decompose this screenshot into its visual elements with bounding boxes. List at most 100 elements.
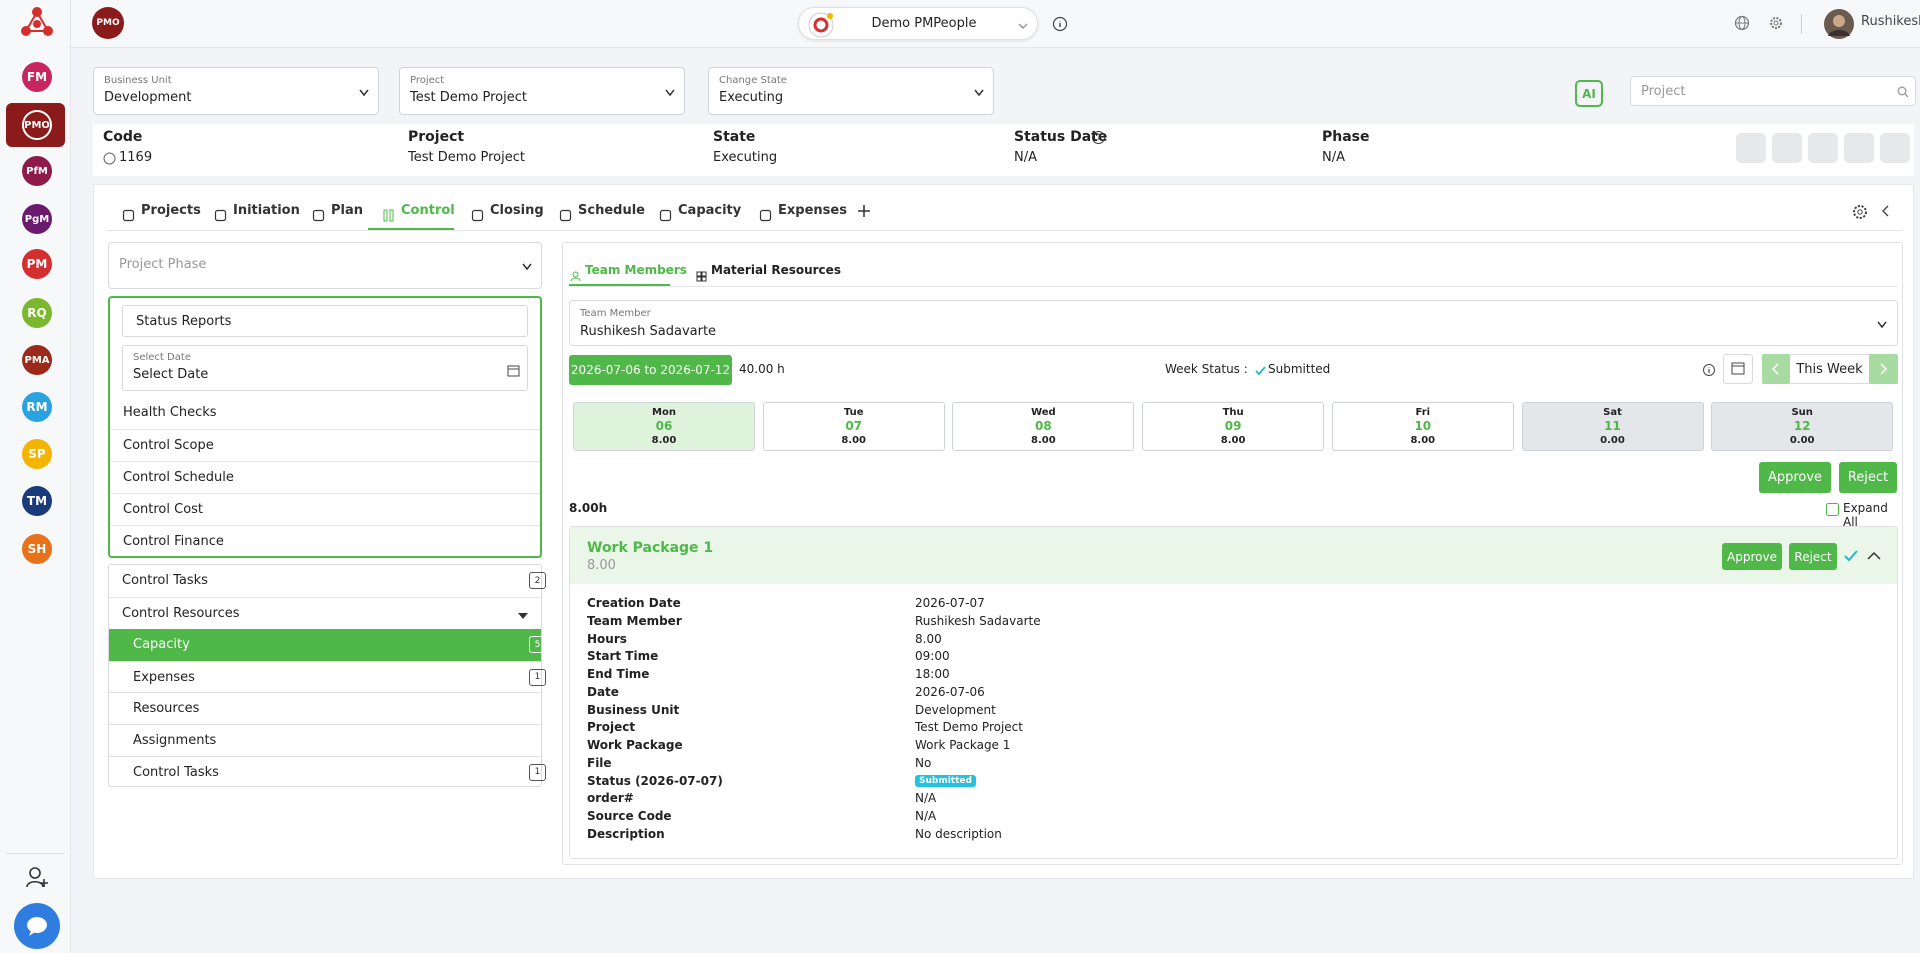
- tab[interactable]: Projects: [122, 196, 201, 226]
- app-avatar[interactable]: RQ: [22, 298, 52, 328]
- control-tasks[interactable]: Control Tasks: [122, 573, 208, 588]
- field-value: Test Demo Project: [915, 720, 1023, 735]
- app-avatar[interactable]: FM: [22, 62, 52, 92]
- icon-shape: [858, 205, 870, 217]
- tab[interactable]: Schedule: [559, 196, 645, 226]
- member-select[interactable]: Team Member Rushikesh Sadavarte: [569, 300, 1898, 346]
- app-avatar[interactable]: SH: [22, 534, 52, 564]
- info-icon[interactable]: [1052, 16, 1068, 32]
- action-button[interactable]: [1880, 133, 1910, 163]
- next-week[interactable]: [1869, 354, 1898, 384]
- reject-button[interactable]: Reject: [1839, 462, 1897, 493]
- day-card[interactable]: Fri 10 8.00: [1331, 402, 1514, 451]
- week-range[interactable]: 2026-07-06 to 2026-07-12: [569, 355, 732, 385]
- tab[interactable]: Closing: [471, 196, 544, 226]
- filter-select[interactable]: Change State Executing: [708, 67, 994, 115]
- add-tab[interactable]: [857, 204, 871, 218]
- add-user-icon[interactable]: [25, 865, 49, 889]
- app-avatar[interactable]: PfM: [22, 156, 52, 186]
- icon-shape: [1723, 354, 1753, 384]
- work-package-name[interactable]: Work Package 1: [587, 540, 714, 556]
- resource-item[interactable]: Control Tasks 1: [109, 755, 546, 788]
- field-value: 09:00: [915, 649, 950, 664]
- sidebar-divider: [6, 853, 65, 854]
- prev-week[interactable]: [1762, 354, 1790, 384]
- day-hours: 0.00: [1600, 435, 1625, 446]
- report-item[interactable]: Health Checks: [123, 405, 217, 420]
- user-name[interactable]: Rushikesh: [1861, 14, 1920, 29]
- icon-shape: [214, 209, 227, 222]
- app-avatar[interactable]: PMA: [22, 345, 52, 375]
- tab[interactable]: Control: [382, 196, 455, 226]
- icon-shape: [808, 12, 834, 38]
- workspace-selector[interactable]: Demo PMPeople: [798, 7, 1038, 40]
- day-card[interactable]: Tue 07 8.00: [762, 402, 945, 451]
- ai-button[interactable]: AI: [1575, 80, 1603, 107]
- day-card[interactable]: Sun 12 0.00: [1711, 402, 1894, 451]
- wp-reject-button[interactable]: Reject: [1789, 543, 1837, 570]
- report-item[interactable]: Control Scope: [110, 429, 540, 461]
- workspace-badge[interactable]: PMO: [92, 7, 124, 39]
- day-card[interactable]: Sat 11 0.00: [1521, 402, 1704, 451]
- app-avatar[interactable]: SP: [22, 439, 52, 469]
- tab[interactable]: Plan: [312, 196, 363, 226]
- app-avatar[interactable]: PMO: [22, 110, 52, 140]
- sidebar: FM PMO PfM PgM PM RQ PMA RM SP TM SH: [0, 0, 71, 953]
- wp-collapse[interactable]: [1867, 550, 1881, 560]
- tab[interactable]: Initiation: [214, 196, 300, 226]
- field-value: Development: [915, 702, 996, 717]
- day-card[interactable]: Mon 06 8.00: [573, 402, 755, 451]
- icon-shape: [665, 89, 675, 97]
- icon-shape: [1857, 209, 1863, 215]
- workspace-name: Demo PMPeople: [871, 16, 977, 31]
- globe-icon[interactable]: [1734, 15, 1750, 31]
- tab[interactable]: Expenses: [759, 196, 847, 226]
- tab[interactable]: Capacity: [659, 196, 741, 226]
- collapse[interactable]: [1881, 205, 1891, 217]
- report-item[interactable]: Control Schedule: [110, 461, 540, 493]
- day-card[interactable]: Wed 08 8.00: [952, 402, 1135, 451]
- day-card[interactable]: Thu 09 8.00: [1142, 402, 1325, 451]
- search-box[interactable]: Project: [1630, 76, 1916, 106]
- radio: [103, 152, 116, 165]
- action-button[interactable]: [1736, 133, 1766, 163]
- this-week[interactable]: This Week: [1789, 354, 1870, 384]
- expand-checkbox[interactable]: [1826, 503, 1839, 516]
- filter-select[interactable]: Business Unit Development: [93, 67, 379, 115]
- icon-shape: [808, 12, 834, 38]
- report-item[interactable]: Control Cost: [110, 493, 540, 525]
- expand-all[interactable]: Expand All: [1843, 501, 1888, 529]
- card-settings[interactable]: [1851, 203, 1869, 221]
- subtab[interactable]: Material Resources: [696, 257, 841, 283]
- action-button[interactable]: [1772, 133, 1802, 163]
- icon-shape: [1734, 15, 1750, 31]
- approve-button[interactable]: Approve: [1759, 462, 1831, 493]
- report-item[interactable]: Control Finance: [110, 525, 540, 557]
- date-input[interactable]: Select Date Select Date: [122, 345, 528, 391]
- chat-button[interactable]: [14, 903, 60, 949]
- logo: [20, 5, 54, 39]
- wp-approve-button[interactable]: Approve: [1722, 543, 1782, 570]
- week-calendar[interactable]: [1723, 354, 1753, 384]
- app-avatar[interactable]: PgM: [22, 204, 52, 234]
- action-button[interactable]: [1844, 133, 1874, 163]
- action-button[interactable]: [1808, 133, 1838, 163]
- resource-label: Capacity: [133, 637, 190, 652]
- icon-shape: [389, 209, 394, 222]
- resource-item[interactable]: Expenses 1: [109, 660, 546, 693]
- control-resources[interactable]: Control Resources: [122, 606, 240, 621]
- resource-item[interactable]: Resources: [109, 692, 541, 724]
- settings-icon[interactable]: [1768, 15, 1784, 31]
- phase-select[interactable]: Project Phase: [108, 242, 542, 289]
- subtab[interactable]: Team Members: [570, 257, 687, 283]
- user-avatar[interactable]: [1824, 9, 1854, 39]
- app-avatar[interactable]: RM: [22, 392, 52, 422]
- resource-item[interactable]: Capacity 5: [109, 629, 546, 661]
- icon-shape: [1867, 551, 1881, 560]
- app-avatar[interactable]: PM: [22, 249, 52, 279]
- app-avatar[interactable]: TM: [22, 486, 52, 516]
- count-badge: 1: [529, 668, 546, 686]
- filter-select[interactable]: Project Test Demo Project: [399, 67, 685, 115]
- status-reports-input[interactable]: Status Reports: [122, 305, 528, 337]
- resource-item[interactable]: Assignments: [109, 724, 541, 756]
